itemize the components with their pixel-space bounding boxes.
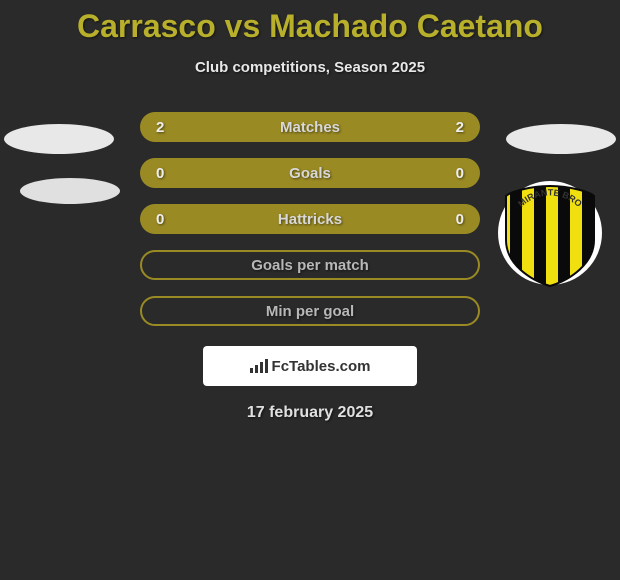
stat-row-goals-per-match: Goals per match [140, 250, 480, 280]
stat-label: Goals per match [158, 257, 462, 274]
stat-label: Goals [176, 165, 444, 182]
page-title: Carrasco vs Machado Caetano [0, 0, 620, 45]
stat-right-value: 0 [444, 211, 464, 228]
player-left-avatar-placeholder-2 [20, 178, 120, 204]
stat-label: Matches [176, 119, 444, 136]
footer-brand-text: FcTables.com [272, 358, 371, 375]
stat-left-value: 0 [156, 165, 176, 182]
stat-row-goals: 0 Goals 0 [140, 158, 480, 188]
club-badge: MIRANTE BRO [498, 178, 602, 288]
stat-left-value: 2 [156, 119, 176, 136]
stat-right-value: 0 [444, 165, 464, 182]
player-left-avatar-placeholder-1 [4, 124, 114, 154]
footer-brand-box[interactable]: FcTables.com [203, 346, 417, 386]
stat-left-value: 0 [156, 211, 176, 228]
stat-right-value: 2 [444, 119, 464, 136]
date-text: 17 february 2025 [0, 404, 620, 422]
stat-row-min-per-goal: Min per goal [140, 296, 480, 326]
chart-icon [250, 359, 268, 373]
player-right-avatar-placeholder [506, 124, 616, 154]
page-subtitle: Club competitions, Season 2025 [0, 59, 620, 76]
stat-row-hattricks: 0 Hattricks 0 [140, 204, 480, 234]
stat-row-matches: 2 Matches 2 [140, 112, 480, 142]
stat-label: Hattricks [176, 211, 444, 228]
stat-label: Min per goal [158, 303, 462, 320]
